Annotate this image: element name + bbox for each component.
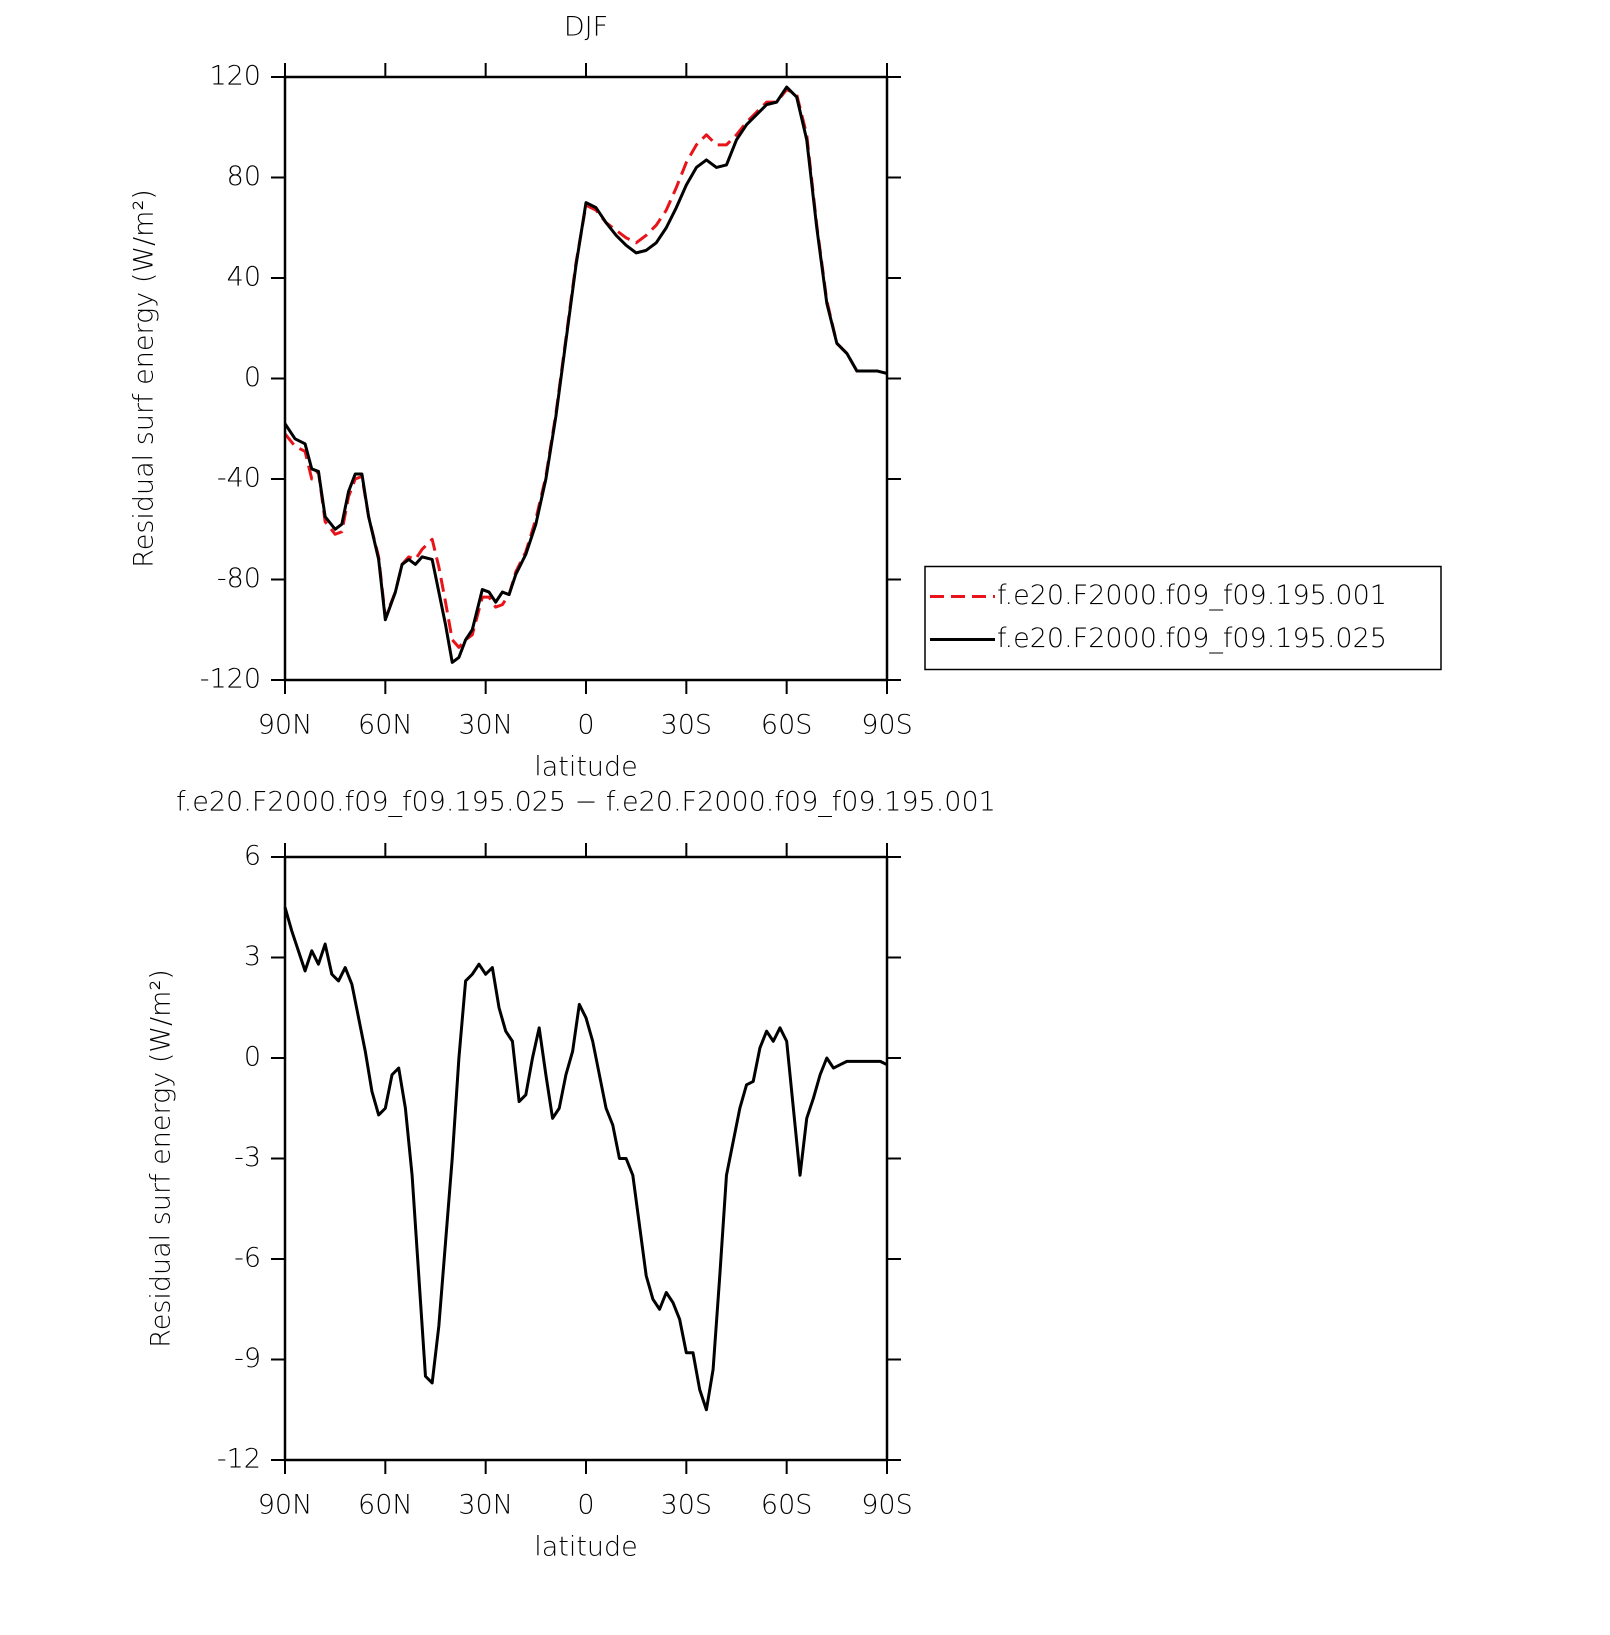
data-line <box>283 906 888 1412</box>
y-tick-label: 40 <box>227 262 261 293</box>
x-axis-label: latitude <box>534 1532 638 1563</box>
x-tick-label: 0 <box>577 710 594 741</box>
legend-label: f.e20.F2000.f09_f09.195.025 <box>997 623 1387 654</box>
x-tick-label: 60N <box>358 1490 413 1521</box>
x-tick-label: 0 <box>577 1490 594 1521</box>
x-axis-label: latitude <box>534 752 638 783</box>
y-tick-label: 6 <box>244 841 261 872</box>
legend-label: f.e20.F2000.f09_f09.195.001 <box>997 580 1387 611</box>
y-tick-label: -12 <box>217 1444 261 1475</box>
data-line <box>283 85 888 664</box>
x-tick-label: 30N <box>458 1490 513 1521</box>
x-tick-label: 60S <box>761 1490 813 1521</box>
y-tick-label: 120 <box>209 61 261 92</box>
x-tick-label: 90N <box>258 710 313 741</box>
y-tick-label: -80 <box>217 563 261 594</box>
chart-title: f.e20.F2000.f09_f09.195.025 − f.e20.F200… <box>176 787 996 818</box>
y-tick-label: -120 <box>200 664 261 695</box>
y-tick-label: -6 <box>234 1243 261 1274</box>
legend-box <box>924 565 1442 671</box>
x-tick-label: 30S <box>661 710 713 741</box>
y-axis-label: Residual surf energy (W/m²) <box>129 189 160 568</box>
x-tick-label: 90S <box>861 710 913 741</box>
y-axis-label: Residual surf energy (W/m²) <box>146 969 177 1348</box>
x-tick-label: 30N <box>458 710 513 741</box>
data-line <box>283 88 888 649</box>
x-tick-label: 90S <box>861 1490 913 1521</box>
y-tick-label: -3 <box>234 1142 261 1173</box>
y-tick-label: 0 <box>244 1042 261 1073</box>
y-tick-label: 3 <box>244 941 261 972</box>
plot-frame <box>283 75 889 682</box>
chart-title: DJF <box>564 12 608 43</box>
plot-frame <box>283 855 889 1462</box>
x-tick-label: 60N <box>358 710 413 741</box>
y-tick-label: -9 <box>234 1343 261 1374</box>
x-tick-label: 90N <box>258 1490 313 1521</box>
x-tick-label: 60S <box>761 710 813 741</box>
x-tick-label: 30S <box>661 1490 713 1521</box>
y-tick-label: 80 <box>227 161 261 192</box>
y-tick-label: -40 <box>217 463 261 494</box>
y-tick-label: 0 <box>244 362 261 393</box>
